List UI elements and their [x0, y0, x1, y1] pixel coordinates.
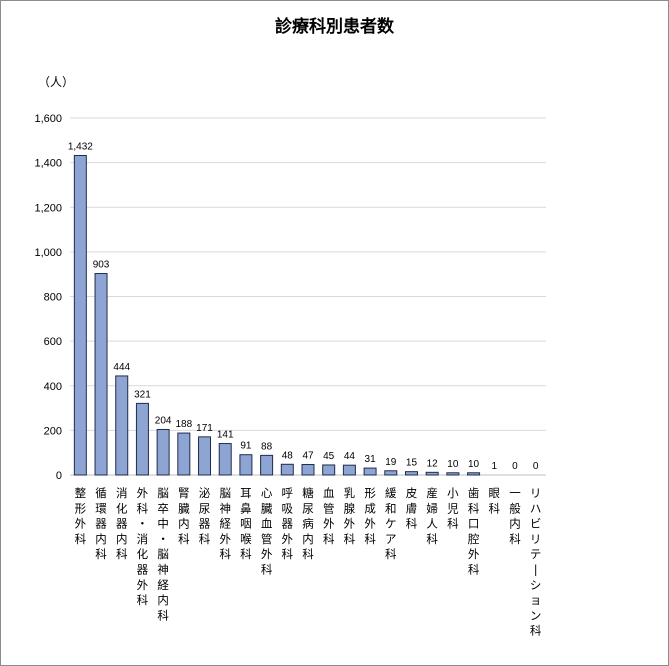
data-label: 47 — [302, 451, 314, 462]
y-tick-label: 1,400 — [34, 158, 62, 170]
category-label: 腎臓内科 — [178, 486, 190, 546]
data-label: 88 — [261, 441, 273, 452]
bar — [446, 472, 460, 476]
y-tick-label: 400 — [44, 381, 62, 393]
data-label: 444 — [113, 362, 130, 373]
category-label: 歯科口腔外科 — [468, 486, 480, 577]
y-tick-label: 200 — [44, 425, 62, 437]
bar — [94, 273, 108, 476]
category-label: 脳神経外科 — [219, 486, 231, 561]
category-label: 消化器内科 — [116, 486, 128, 561]
data-label: 141 — [217, 430, 234, 441]
y-tick-label: 800 — [44, 292, 62, 304]
bar — [198, 436, 212, 476]
bar — [156, 428, 170, 476]
y-tick-label: 1,200 — [34, 202, 62, 214]
category-label: 血管外科 — [323, 486, 335, 546]
data-label: 15 — [406, 458, 418, 469]
category-label: 乳腺外科 — [344, 486, 356, 546]
data-label: 1 — [491, 461, 497, 472]
bar — [363, 467, 377, 476]
category-label: 外科・消化器外科 — [137, 486, 149, 607]
category-label: 眼科 — [489, 486, 501, 515]
bar — [384, 470, 398, 476]
data-label: 321 — [134, 389, 151, 400]
y-tick-label: 0 — [56, 470, 62, 482]
category-label: 循環器内科 — [95, 486, 107, 561]
data-label: 91 — [240, 441, 252, 452]
data-label: 204 — [155, 415, 172, 426]
data-label: 48 — [282, 450, 294, 461]
data-label: 19 — [385, 457, 397, 468]
data-label: 188 — [175, 419, 192, 430]
bar — [342, 464, 356, 476]
bar — [115, 375, 129, 476]
data-label: 45 — [323, 451, 335, 462]
category-label: 耳鼻咽喉科 — [240, 486, 252, 561]
category-label: 泌尿器科 — [199, 486, 211, 546]
bar — [425, 471, 439, 476]
chart-title: 診療科別患者数 — [275, 17, 394, 37]
category-label: 小児科 — [447, 486, 459, 531]
category-label: 心臓血管外科 — [261, 486, 273, 577]
category-label: 皮膚科 — [406, 486, 418, 531]
category-label: 産婦人科 — [426, 486, 438, 546]
category-label: 形成外科 — [364, 486, 376, 546]
y-tick-label: 1,600 — [34, 113, 62, 125]
data-label: 10 — [447, 459, 459, 470]
category-labels: 整形外科循環器内科消化器内科外科・消化器外科脳卒中・脳神経内科腎臓内科泌尿器科脳… — [75, 486, 542, 638]
category-label: 呼吸器外科 — [282, 486, 294, 561]
y-tick-label: 600 — [44, 336, 62, 348]
category-label: 糖尿病内科 — [302, 486, 314, 561]
data-label: 31 — [365, 454, 377, 465]
y-axis-unit-label: （人） — [38, 75, 75, 89]
gridlines — [70, 117, 546, 476]
bar — [260, 454, 274, 476]
data-label: 0 — [512, 461, 518, 472]
data-label: 1,432 — [68, 141, 93, 152]
category-label: 整形外科 — [75, 486, 87, 546]
data-labels: 1,432 903 444 321 204 188 171 141 91 88 48 47 45 44 31… — [68, 141, 539, 472]
bar — [280, 463, 294, 476]
category-label: 一般内科 — [509, 486, 521, 546]
y-axis-ticks: 0 200 400 600 800 1,000 1,200 1,400 1,600 — [34, 113, 62, 482]
data-label: 12 — [427, 458, 439, 469]
bar — [135, 402, 149, 476]
bar — [467, 472, 481, 476]
bars — [73, 154, 481, 476]
data-label: 903 — [93, 260, 110, 271]
bar — [322, 464, 336, 476]
bar — [301, 464, 315, 476]
category-label: 緩和ケア科 — [385, 486, 397, 561]
bar — [404, 471, 418, 476]
data-label: 44 — [344, 451, 356, 462]
bar — [177, 432, 191, 476]
bar — [73, 154, 87, 476]
data-label: 10 — [468, 459, 480, 470]
bar — [218, 443, 232, 476]
bar — [239, 454, 253, 476]
category-label: 脳卒中・脳神経内科 — [157, 486, 169, 622]
data-label: 0 — [533, 461, 539, 472]
y-tick-label: 1,000 — [34, 247, 62, 259]
category-label: リハビリテ|ション科 — [530, 486, 542, 638]
data-label: 171 — [196, 423, 213, 434]
